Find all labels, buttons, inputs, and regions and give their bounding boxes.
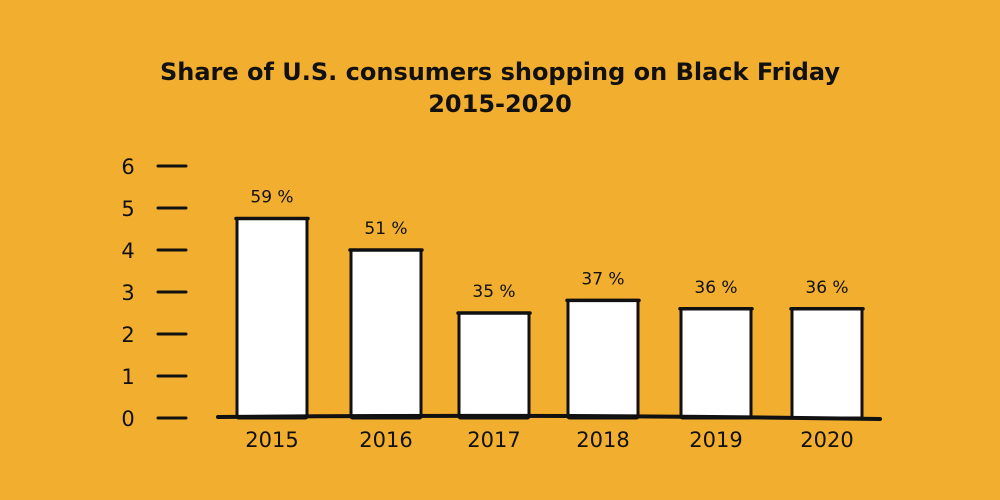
bar <box>349 248 423 420</box>
y-tick-label: 4 <box>121 239 134 263</box>
bar <box>457 311 531 420</box>
data-label: 36 % <box>694 278 737 298</box>
x-category-label: 2019 <box>689 428 742 452</box>
y-tick-label: 2 <box>121 323 134 347</box>
bar <box>566 298 640 420</box>
chart-title: Share of U.S. consumers shopping on Blac… <box>0 56 1000 120</box>
x-category-label: 2018 <box>576 428 629 452</box>
data-label: 35 % <box>472 282 515 302</box>
data-label: 51 % <box>364 219 407 239</box>
y-tick-label: 0 <box>121 407 134 431</box>
x-category-label: 2015 <box>245 428 298 452</box>
bar <box>235 217 309 420</box>
chart-title-line: Share of U.S. consumers shopping on Blac… <box>159 58 841 86</box>
x-category-label: 2020 <box>800 428 853 452</box>
x-category-label: 2016 <box>359 428 412 452</box>
data-label: 59 % <box>250 188 293 208</box>
x-axis-baseline <box>216 413 882 421</box>
y-tick-label: 3 <box>121 281 134 305</box>
x-category-label: 2017 <box>467 428 520 452</box>
bar <box>679 307 753 420</box>
y-tick-label: 1 <box>121 365 134 389</box>
data-label: 36 % <box>805 278 848 298</box>
chart-subtitle-line: 2015-2020 <box>428 90 572 118</box>
y-tick-label: 6 <box>121 155 134 179</box>
y-tick-label: 5 <box>121 197 134 221</box>
bar <box>790 307 864 420</box>
data-label: 37 % <box>581 269 624 289</box>
